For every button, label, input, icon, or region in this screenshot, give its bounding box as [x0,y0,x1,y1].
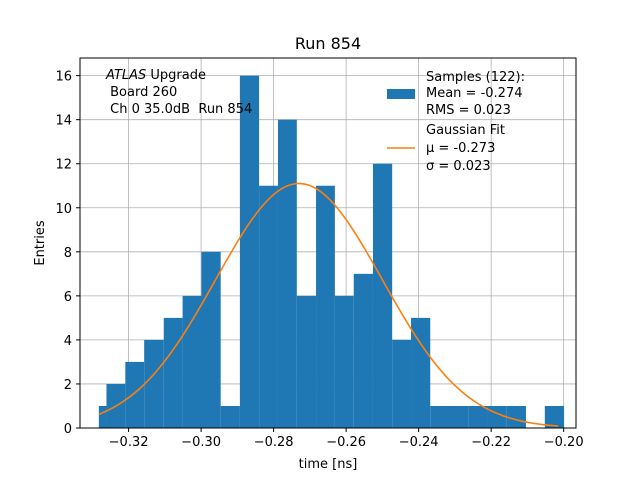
x-tick-label: −0.22 [471,435,511,450]
x-tick-label: −0.30 [181,435,221,450]
y-tick-label: 0 [64,422,72,437]
y-tick-label: 6 [64,290,72,305]
histogram-bars [98,75,565,429]
histogram-bar [220,405,240,428]
chart-title: Run 854 [295,34,361,53]
y-axis-label: Entries [33,220,48,266]
x-tick-label: −0.28 [254,435,294,450]
histogram-bar [239,75,260,428]
histogram-bar [372,163,393,428]
legend-fit-line-1: Gaussian Fit [426,123,505,138]
y-tick-label: 14 [55,114,72,129]
x-tick-label: −0.32 [109,435,149,450]
legend-samples-line-2: Mean = -0.274 [426,86,522,101]
x-tick-label: −0.24 [399,435,439,450]
histogram-bar [353,273,373,428]
histogram-bar [201,251,221,428]
y-tick-label: 16 [55,70,72,85]
histogram-bar [125,361,145,428]
x-axis-ticks: −0.32 −0.30 −0.28 −0.26 −0.24 −0.22 −0.20 [109,428,584,450]
legend-samples-line-1: Samples (122): [426,70,525,85]
histogram-bar [182,295,202,428]
histogram-bar [544,405,565,428]
legend-fit-line-3: σ = 0.023 [426,159,491,174]
x-tick-label: −0.20 [544,435,584,450]
y-tick-label: 2 [64,378,72,393]
histogram-bar [430,405,469,428]
y-tick-label: 10 [55,202,72,217]
histogram-bar [277,119,297,429]
y-tick-label: 4 [64,334,72,349]
legend: Samples (122): Mean = -0.274 RMS = 0.023… [387,70,525,174]
y-tick-label: 8 [64,246,72,261]
gaussian-fit-line [98,182,559,427]
annotation-line-1: ATLAS Upgrade [105,68,206,83]
histogram-bar [98,405,107,428]
axes-frame [79,57,577,429]
histogram-bar [316,185,335,428]
histogram-bar [487,405,507,428]
x-tick-label: −0.26 [326,435,366,450]
annotation-line-3: Ch 0 35.0dB Run 854 [106,102,252,117]
annotation-line-2: Board 260 [106,85,177,100]
y-tick-label: 12 [55,158,72,173]
histogram-bar [411,317,431,428]
atlas-annotation: ATLAS Upgrade Board 260 Ch 0 35.0dB Run … [105,68,252,117]
legend-fit-line-2: μ = -0.273 [426,141,495,156]
y-axis-ticks: 0 2 4 6 8 10 12 14 16 [55,70,80,437]
annotation-atlas-word: ATLAS [105,68,146,83]
x-axis-label: time [ns] [299,457,358,472]
histogram-bar [259,185,278,428]
histogram-bar [392,339,412,428]
annotation-upgrade-word: Upgrade [146,68,206,83]
histogram-bar [144,339,164,428]
histogram-bar [468,405,488,428]
histogram-bar [296,295,317,428]
legend-samples-line-3: RMS = 0.023 [426,103,511,118]
histogram-bar [506,405,526,428]
histogram-bar [163,317,183,428]
gaussian-fit [98,182,559,427]
legend-swatch-samples [387,89,415,99]
histogram-bar [334,295,354,428]
